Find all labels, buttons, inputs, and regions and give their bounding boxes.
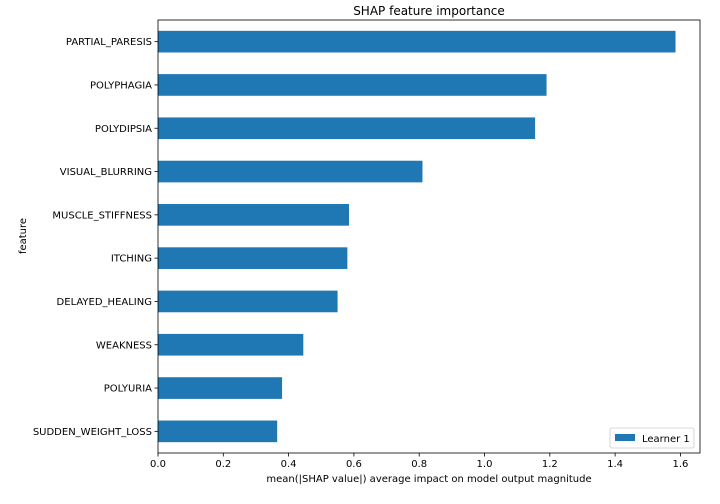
y-tick-label: MUSCLE_STIFFNESS xyxy=(52,210,152,221)
chart-title: SHAP feature importance xyxy=(353,4,505,18)
x-tick-label: 1.6 xyxy=(672,459,688,470)
bar xyxy=(158,420,278,443)
bar xyxy=(158,377,283,399)
x-axis-label: mean(|SHAP value|) average impact on mod… xyxy=(266,474,591,485)
x-tick-label: 0.4 xyxy=(281,459,297,470)
x-tick-label: 1.4 xyxy=(607,459,623,470)
y-tick-label: POLYURIA xyxy=(104,384,152,395)
x-tick-label: 0.6 xyxy=(346,459,362,470)
y-tick-label: DELAYED_HEALING xyxy=(57,297,152,308)
y-tick-label: WEAKNESS xyxy=(96,340,152,351)
y-tick-label: SUDDEN_WEIGHT_LOSS xyxy=(33,427,152,438)
x-tick-label: 1.2 xyxy=(542,459,558,470)
bar xyxy=(158,204,350,226)
x-tick-label: 0.0 xyxy=(150,459,166,470)
bar xyxy=(158,117,536,140)
y-tick-label: PARTIAL_PARESIS xyxy=(66,37,152,48)
legend-swatch xyxy=(615,434,635,441)
bar xyxy=(158,247,348,269)
x-tick-label: 0.2 xyxy=(215,459,231,470)
y-tick-label: ITCHING xyxy=(111,254,152,265)
plot-frame xyxy=(157,19,701,454)
plot-area: PARTIAL_PARESIS POLYPHAGIA POLYDIPSIA VISUA… xyxy=(33,30,688,470)
y-axis-label: feature xyxy=(18,218,29,254)
bar xyxy=(158,160,423,183)
bar xyxy=(158,74,547,96)
x-tick-label: 0.8 xyxy=(411,459,427,470)
bar xyxy=(158,333,304,356)
y-tick-label: POLYDIPSIA xyxy=(95,124,152,135)
y-tick-label: POLYPHAGIA xyxy=(90,80,152,91)
legend-label: Learner 1 xyxy=(642,434,690,445)
bar xyxy=(158,290,338,313)
bar xyxy=(158,30,676,53)
x-tick-label: 1.0 xyxy=(477,459,493,470)
legend: Learner 1 xyxy=(609,427,695,449)
legend-box xyxy=(609,427,695,449)
y-tick-label: VISUAL_BLURRING xyxy=(60,167,152,178)
